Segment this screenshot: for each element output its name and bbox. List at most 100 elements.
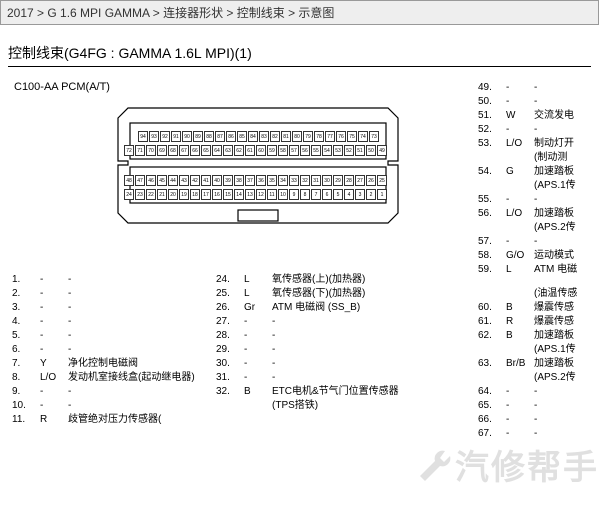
pin-cell: 60: [256, 145, 266, 156]
pin-desc: 歧管绝对压力传感器(: [68, 413, 161, 427]
pin-cell: 19: [179, 189, 189, 200]
pin-desc: (APS.1传: [534, 179, 576, 193]
pin-cell: 21: [157, 189, 167, 200]
pin-cell: 81: [281, 131, 291, 142]
pin-cell: 20: [168, 189, 178, 200]
pin-cell: 80: [292, 131, 302, 142]
pin-desc: (制动测: [534, 151, 567, 165]
pin-cell: 79: [303, 131, 313, 142]
pin-number: 11.: [12, 413, 40, 427]
pin-number: 2.: [12, 287, 40, 301]
pin-number: 5.: [12, 329, 40, 343]
pin-cell: 58: [278, 145, 288, 156]
pin-entry: 31.--: [216, 371, 416, 385]
pin-color: -: [40, 273, 68, 287]
pin-color: R: [40, 413, 68, 427]
pin-cell: 64: [212, 145, 222, 156]
pin-cell: 44: [168, 175, 178, 186]
pin-cell: 69: [157, 145, 167, 156]
pin-color: R: [506, 315, 534, 329]
pin-desc: 运动模式: [534, 249, 574, 263]
pin-desc: 氧传感器(上)(加热器): [272, 273, 365, 287]
pin-cell: 34: [278, 175, 288, 186]
pin-number: 7.: [12, 357, 40, 371]
pin-color: [506, 371, 534, 385]
pin-color: Br/B: [506, 357, 534, 371]
pin-desc: -: [68, 343, 71, 357]
pin-cell: 93: [149, 131, 159, 142]
pin-cell: 6: [322, 189, 332, 200]
pin-cell: 85: [237, 131, 247, 142]
pin-desc: -: [68, 301, 71, 315]
pin-cell: 63: [223, 145, 233, 156]
pin-desc: 制动灯开: [534, 137, 574, 151]
pin-cell: 87: [215, 131, 225, 142]
pin-entry: (制动测: [478, 151, 599, 165]
pin-color: -: [506, 399, 534, 413]
pin-color: B: [244, 385, 272, 399]
pin-cell: 30: [322, 175, 332, 186]
pin-desc: -: [272, 371, 275, 385]
pin-color: [506, 221, 534, 235]
pin-color: -: [506, 123, 534, 137]
pin-cell: 8: [300, 189, 310, 200]
pin-cell: 24: [124, 189, 134, 200]
pin-cell: 13: [245, 189, 255, 200]
pin-desc: 加速踏板: [534, 165, 574, 179]
pin-desc: ATM 电磁阀 (SS_B): [272, 301, 360, 315]
pin-number: 28.: [216, 329, 244, 343]
pin-desc: -: [272, 315, 275, 329]
pin-cell: 39: [223, 175, 233, 186]
pin-cell: 26: [366, 175, 376, 186]
pin-cell: 52: [344, 145, 354, 156]
pin-entry: 6.--: [12, 343, 212, 357]
pin-cell: 51: [355, 145, 365, 156]
pin-entry: 52.--: [478, 123, 599, 137]
pin-cell: 36: [256, 175, 266, 186]
pin-cell: 94: [138, 131, 148, 142]
pin-desc: 爆震传感: [534, 301, 574, 315]
pin-entry: 60.B爆震传感: [478, 301, 599, 315]
pin-desc: -: [534, 385, 537, 399]
pin-cell: 92: [160, 131, 170, 142]
pin-color: -: [40, 343, 68, 357]
pin-cell: 72: [124, 145, 134, 156]
pin-entry: 51.W交流发电: [478, 109, 599, 123]
pin-desc: 爆震传感: [534, 315, 574, 329]
page-title: 控制线束(G4FG : GAMMA 1.6L MPI)(1): [8, 43, 591, 67]
pin-desc: (TPS搭铁): [272, 399, 318, 413]
pin-entry: 27.--: [216, 315, 416, 329]
pin-entry: 25.L氧传感器(下)(加热器): [216, 287, 416, 301]
pin-number: 64.: [478, 385, 506, 399]
pin-cell: 82: [270, 131, 280, 142]
pin-number: 54.: [478, 165, 506, 179]
pin-cell: 75: [347, 131, 357, 142]
pin-desc: -: [534, 399, 537, 413]
pin-entry: 64.--: [478, 385, 599, 399]
pin-cell: 62: [234, 145, 244, 156]
pin-cell: 27: [355, 175, 365, 186]
pin-entry: 24.L氧传感器(上)(加热器): [216, 273, 416, 287]
pin-entry: 56.L/O加速踏板: [478, 207, 599, 221]
pin-color: -: [40, 287, 68, 301]
wrench-icon: [415, 446, 455, 495]
pin-cell: 35: [267, 175, 277, 186]
pin-desc: -: [534, 81, 537, 95]
pin-cell: 54: [322, 145, 332, 156]
pin-entry: 53.L/O制动灯开: [478, 137, 599, 151]
pin-cell: 68: [168, 145, 178, 156]
pin-entry: 57.--: [478, 235, 599, 249]
pin-color: Y: [40, 357, 68, 371]
pin-desc: -: [68, 315, 71, 329]
pin-number: 55.: [478, 193, 506, 207]
pin-cell: 48: [124, 175, 134, 186]
pin-number: 32.: [216, 385, 244, 399]
pin-cell: 74: [358, 131, 368, 142]
pin-cell: 71: [135, 145, 145, 156]
pin-cell: 38: [234, 175, 244, 186]
pin-cell: 4: [344, 189, 354, 200]
pin-desc: 净化控制电磁阀: [68, 357, 138, 371]
pin-number: 3.: [12, 301, 40, 315]
pin-cell: 55: [311, 145, 321, 156]
pin-cell: 9: [289, 189, 299, 200]
